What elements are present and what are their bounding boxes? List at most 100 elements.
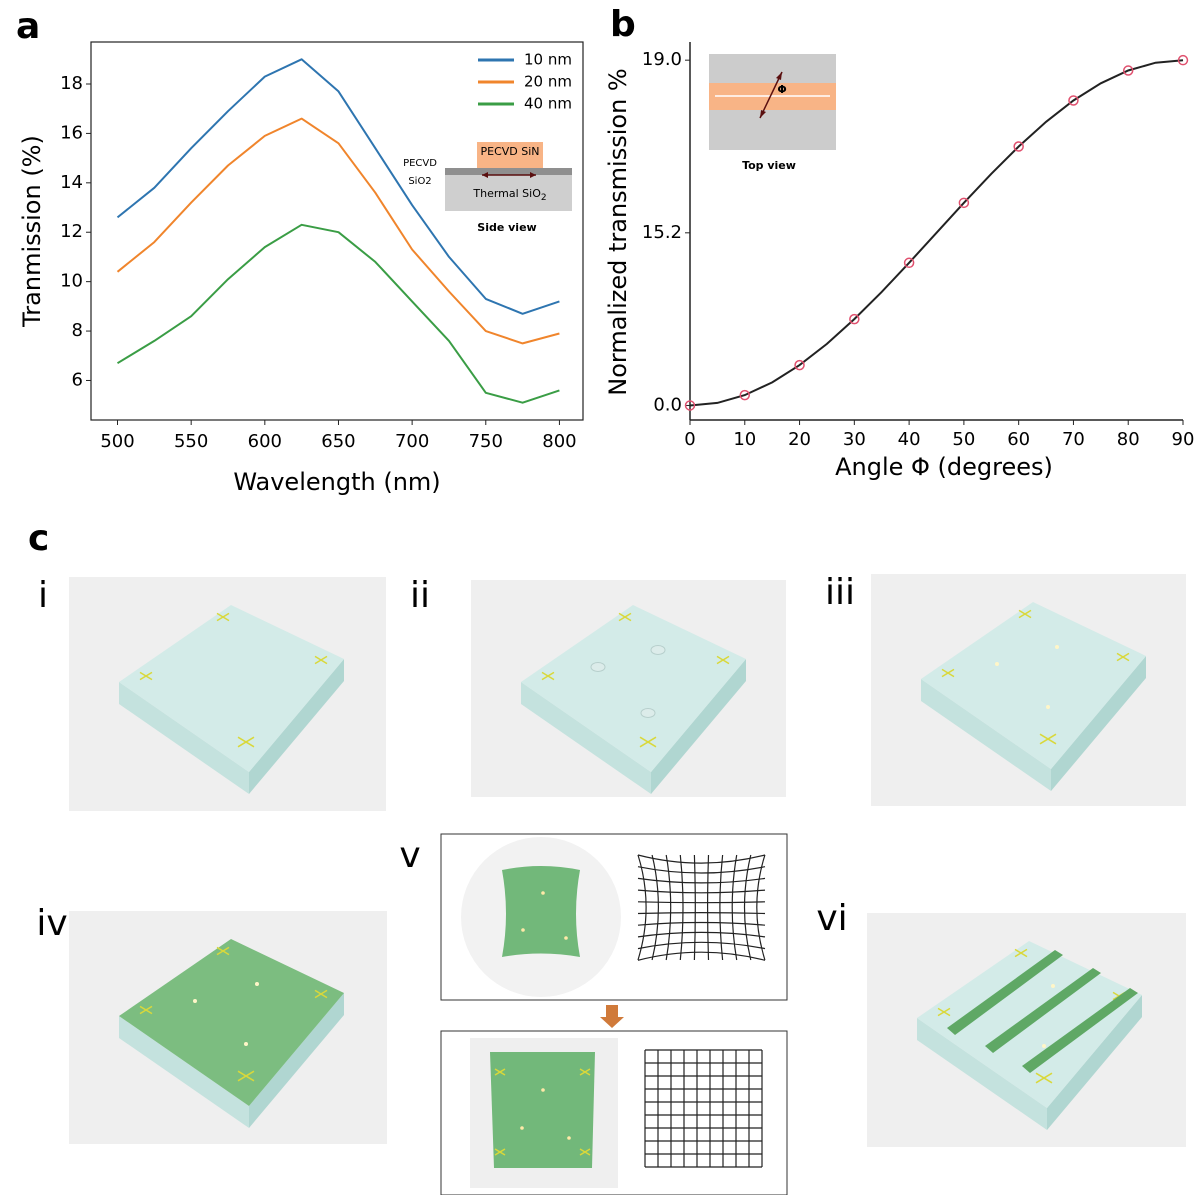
grid-line (719, 854, 724, 961)
grid-line (637, 877, 766, 884)
alignment-mark (1039, 733, 1057, 745)
grid-line (637, 854, 647, 961)
substrate-layer (445, 175, 572, 211)
x-tick-label: 750 (469, 431, 503, 452)
alignment-mark (314, 655, 328, 665)
slab-top (921, 602, 1146, 769)
grid-line (637, 901, 766, 904)
subpanel-label: ii (410, 575, 430, 616)
slab-side (119, 1016, 249, 1128)
corrected-sample (490, 1052, 595, 1168)
particle (590, 662, 606, 672)
illustrations (69, 574, 1186, 1196)
subpanel-label: iii (825, 572, 855, 613)
grid-line (637, 912, 766, 915)
y-tick-label: 18 (60, 73, 83, 94)
alignment-mark (541, 671, 555, 681)
data-point (1122, 65, 1134, 76)
arrow (759, 71, 783, 119)
x-tick-label: 60 (1007, 429, 1030, 450)
x-tick-label: 20 (788, 429, 811, 450)
grid-line (679, 854, 684, 961)
plot-frame (90, 41, 584, 421)
grid-line (637, 941, 766, 950)
subpanel-label: v (399, 835, 420, 876)
alignment-mark (1018, 609, 1032, 619)
particle (640, 708, 656, 718)
grid-line (651, 854, 659, 961)
particle (255, 982, 259, 986)
alignment-mark (216, 612, 230, 622)
alignment-mark (237, 1070, 255, 1082)
sin-layer (477, 142, 543, 168)
legend-label: 40 nm (524, 95, 572, 113)
y-tick-label: 6 (72, 369, 83, 390)
alignment-mark (579, 1068, 591, 1076)
alignment-mark (639, 736, 657, 748)
slab-side (1047, 995, 1142, 1130)
y-tick-label: 19.0 (642, 49, 682, 70)
particle (1046, 705, 1050, 709)
grid-line (693, 854, 696, 961)
alignment-mark (216, 946, 230, 956)
panel-letter: b (610, 4, 636, 45)
data-point (903, 257, 915, 269)
alignment-mark (139, 1005, 153, 1015)
alignment-mark (937, 1007, 951, 1017)
x-tick-label: 700 (395, 431, 429, 452)
slab-side (651, 659, 746, 794)
panel-letter: c (28, 518, 49, 559)
slab-side (119, 682, 249, 794)
data-line (116, 223, 560, 404)
data-point (958, 197, 970, 209)
alignment-mark (314, 989, 328, 999)
subpanel-label: iv (36, 903, 67, 944)
alignment-mark (716, 655, 730, 665)
alignment-mark (579, 1148, 591, 1156)
x-tick-label: 650 (321, 431, 355, 452)
data-point (739, 389, 751, 401)
particle (995, 662, 999, 666)
layer-label: PECVD (403, 158, 437, 169)
data-point (684, 400, 696, 411)
x-axis-title: Wavelength (nm) (233, 468, 440, 496)
legend-label: 20 nm (524, 73, 572, 91)
grid-line (731, 854, 738, 961)
x-tick-label: 600 (248, 431, 282, 452)
grid-line (637, 854, 766, 864)
panel-letter: a (16, 6, 40, 47)
grid-line (743, 854, 752, 961)
text: Thermal SiO (472, 187, 541, 200)
layer-label: PECVD SiN (480, 145, 539, 158)
y-tick-label: 14 (60, 172, 83, 193)
distorted-sample (502, 866, 580, 957)
grid-line (637, 889, 766, 894)
x-tick-label: 800 (542, 431, 576, 452)
fit-line (689, 59, 1184, 407)
y-tick-label: 0.0 (653, 394, 682, 415)
grid-line (637, 921, 766, 926)
subpanel-label: i (38, 575, 48, 616)
x-tick-label: 40 (898, 429, 921, 450)
y-tick-label: 10 (60, 271, 83, 292)
legend-label: 10 nm (524, 51, 572, 69)
data-point (1013, 141, 1024, 152)
particle (521, 928, 525, 932)
particle (244, 1042, 248, 1046)
slab-side (521, 682, 651, 794)
y-tick-label: 8 (72, 320, 83, 341)
slab-side (917, 1018, 1047, 1130)
particle (650, 645, 666, 655)
inset-side-view: PECVD SiN Thermal SiO2 PECVD SiO2 Side v… (403, 142, 572, 234)
particle (541, 891, 545, 895)
y-axis-title: Tranmission (%) (18, 135, 46, 328)
x-tick-label: 90 (1172, 429, 1195, 450)
grid-line (665, 854, 672, 961)
x-tick-label: 70 (1062, 429, 1085, 450)
layer-label: Thermal SiO2 (472, 187, 546, 203)
y-axis-title: Normalized transmission % (604, 68, 632, 395)
data-point (849, 313, 860, 325)
data-line (116, 58, 560, 315)
particle (567, 1136, 571, 1140)
